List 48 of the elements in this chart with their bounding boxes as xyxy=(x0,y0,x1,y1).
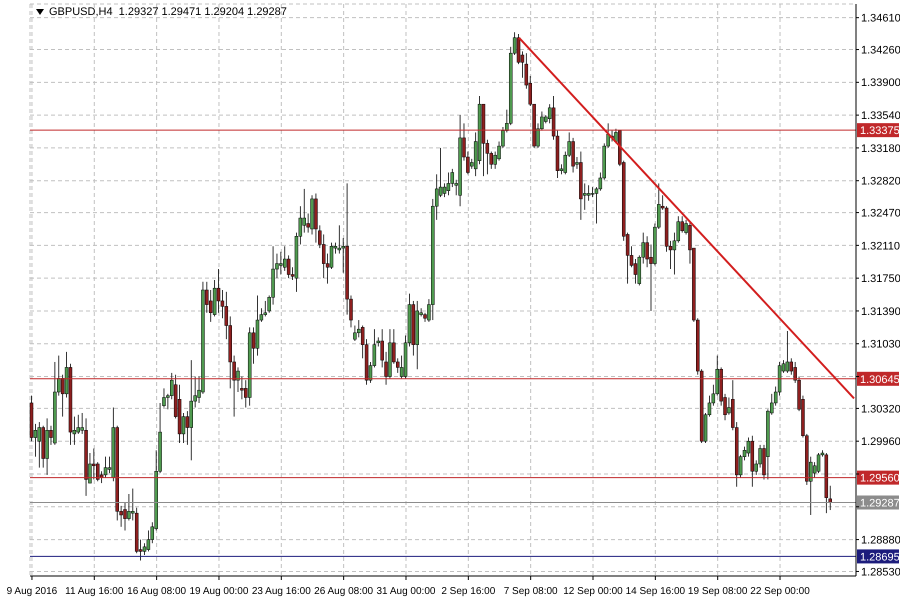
candlestick xyxy=(96,462,100,482)
candlestick xyxy=(586,184,590,202)
x-tick-label: 19 Aug 00:00 xyxy=(189,586,249,597)
y-tick-label: 1.31750 xyxy=(861,273,900,286)
ref-line-label: 1.29287 xyxy=(860,497,900,510)
y-tick-label: 1.28530 xyxy=(861,566,900,578)
x-tick-label: 31 Aug 00:00 xyxy=(376,586,436,597)
candlestick xyxy=(816,452,820,474)
x-tick-label: 2 Sep 16:00 xyxy=(441,586,496,597)
y-tick-label: 1.31030 xyxy=(861,338,900,351)
x-tick-label: 9 Aug 2016 xyxy=(6,586,58,597)
y-tick-label: 1.34260 xyxy=(861,44,900,56)
ref-line-label: 1.30645 xyxy=(860,374,900,386)
candlestick xyxy=(446,172,450,196)
y-tick-label: 1.32110 xyxy=(861,240,900,252)
candlestick xyxy=(302,188,306,234)
candlestick xyxy=(146,530,150,552)
x-tick-label: 7 Sep 08:00 xyxy=(504,586,558,597)
candlestick xyxy=(286,254,290,279)
x-tick-label: 12 Sep 00:00 xyxy=(563,586,624,597)
x-tick-label: 22 Sep 00:00 xyxy=(750,586,810,597)
ref-line-label: 1.28695 xyxy=(860,551,900,564)
y-tick-label: 1.31390 xyxy=(861,306,900,318)
y-tick-label: 1.34610 xyxy=(861,12,900,25)
y-tick-label: 1.28880 xyxy=(861,534,900,546)
candlestick xyxy=(283,246,287,272)
y-tick-label: 1.33540 xyxy=(861,110,900,122)
ref-line-label: 1.29560 xyxy=(860,472,900,485)
candlestick xyxy=(92,448,96,480)
x-tick-label: 19 Sep 08:00 xyxy=(688,586,748,597)
candlestick xyxy=(786,330,790,374)
x-tick-label: 16 Aug 08:00 xyxy=(127,586,187,597)
x-tick-label: 14 Sep 16:00 xyxy=(626,586,686,597)
ref-line-label: 1.33375 xyxy=(860,125,900,138)
y-tick-label: 1.29960 xyxy=(861,436,900,448)
y-tick-label: 1.33180 xyxy=(861,142,900,155)
chart-title: GBPUSD,H4 1.29327 1.29471 1.29204 1.29287 xyxy=(49,6,287,18)
candlestick xyxy=(127,494,131,521)
candlestick xyxy=(38,422,42,468)
y-tick-label: 1.30320 xyxy=(861,403,900,416)
candlestick xyxy=(208,290,212,322)
candlestick xyxy=(353,325,357,342)
y-tick-label: 1.32470 xyxy=(861,207,900,220)
x-tick-label: 11 Aug 16:00 xyxy=(65,586,124,597)
x-tick-label: 23 Aug 16:00 xyxy=(252,586,312,597)
y-tick-label: 1.33900 xyxy=(861,77,900,90)
y-tick-label: 1.32820 xyxy=(861,176,900,188)
x-tick-label: 26 Aug 08:00 xyxy=(314,586,374,597)
